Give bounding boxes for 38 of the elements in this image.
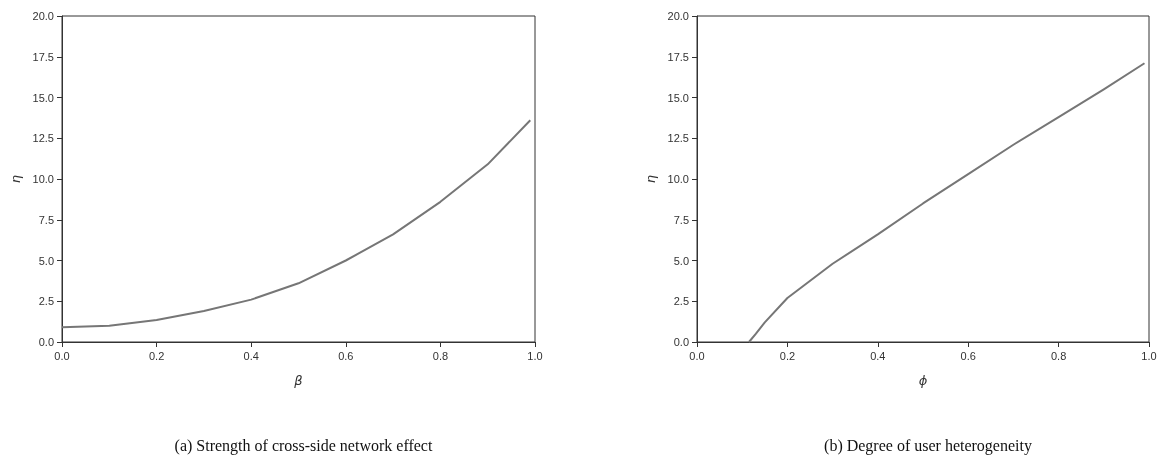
x-tick-label: 0.0 [54, 349, 70, 362]
y-tick-label: 20.0 [32, 10, 54, 22]
x-tick-label: 0.0 [689, 349, 705, 362]
y-tick-label: 7.5 [38, 213, 54, 226]
y-tick-label: 5.0 [38, 254, 54, 267]
x-axis-title: β [293, 373, 303, 388]
y-axis-title: η [642, 174, 658, 184]
y-tick-label: 5.0 [673, 254, 689, 267]
y-tick-label: 0.0 [673, 336, 689, 348]
y-tick-label: 15.0 [32, 91, 54, 104]
x-tick-label: 0.4 [243, 349, 259, 362]
x-tick-label: 0.2 [779, 349, 796, 362]
y-tick-label: 2.5 [673, 295, 689, 308]
line-series [747, 62, 1146, 343]
x-tick-label: 0.8 [432, 349, 449, 362]
y-tick-label: 2.5 [38, 295, 54, 308]
y-tick-label: 7.5 [673, 213, 689, 226]
y-tick-label: 17.5 [32, 50, 54, 63]
y-tick-label: 20.0 [667, 10, 689, 22]
y-tick-label: 0.0 [38, 336, 54, 348]
x-tick-label: 0.4 [870, 349, 886, 362]
y-tick-label: 12.5 [32, 132, 54, 145]
y-tick-label: 17.5 [667, 50, 689, 63]
text: (b) Degree of user heterogeneity [824, 436, 1032, 455]
x-tick-label: 0.8 [1050, 349, 1067, 362]
x-tick-label: 0.6 [960, 349, 976, 362]
x-tick-label: 0.6 [338, 349, 354, 362]
y-tick-label: 10.0 [32, 173, 54, 185]
x-tick-label: 1.0 [1141, 349, 1157, 362]
y-tick-label: 12.5 [667, 132, 689, 145]
line-series [61, 119, 532, 329]
y-tick-label: 10.0 [667, 173, 689, 185]
x-tick-label: 0.2 [148, 349, 165, 362]
text: (a) Strength of cross-side network effect [174, 436, 433, 455]
x-axis-title: ϕ [918, 373, 928, 388]
y-tick-label: 15.0 [667, 91, 689, 104]
x-tick-label: 1.0 [527, 349, 543, 362]
y-axis-title: η [7, 174, 23, 184]
